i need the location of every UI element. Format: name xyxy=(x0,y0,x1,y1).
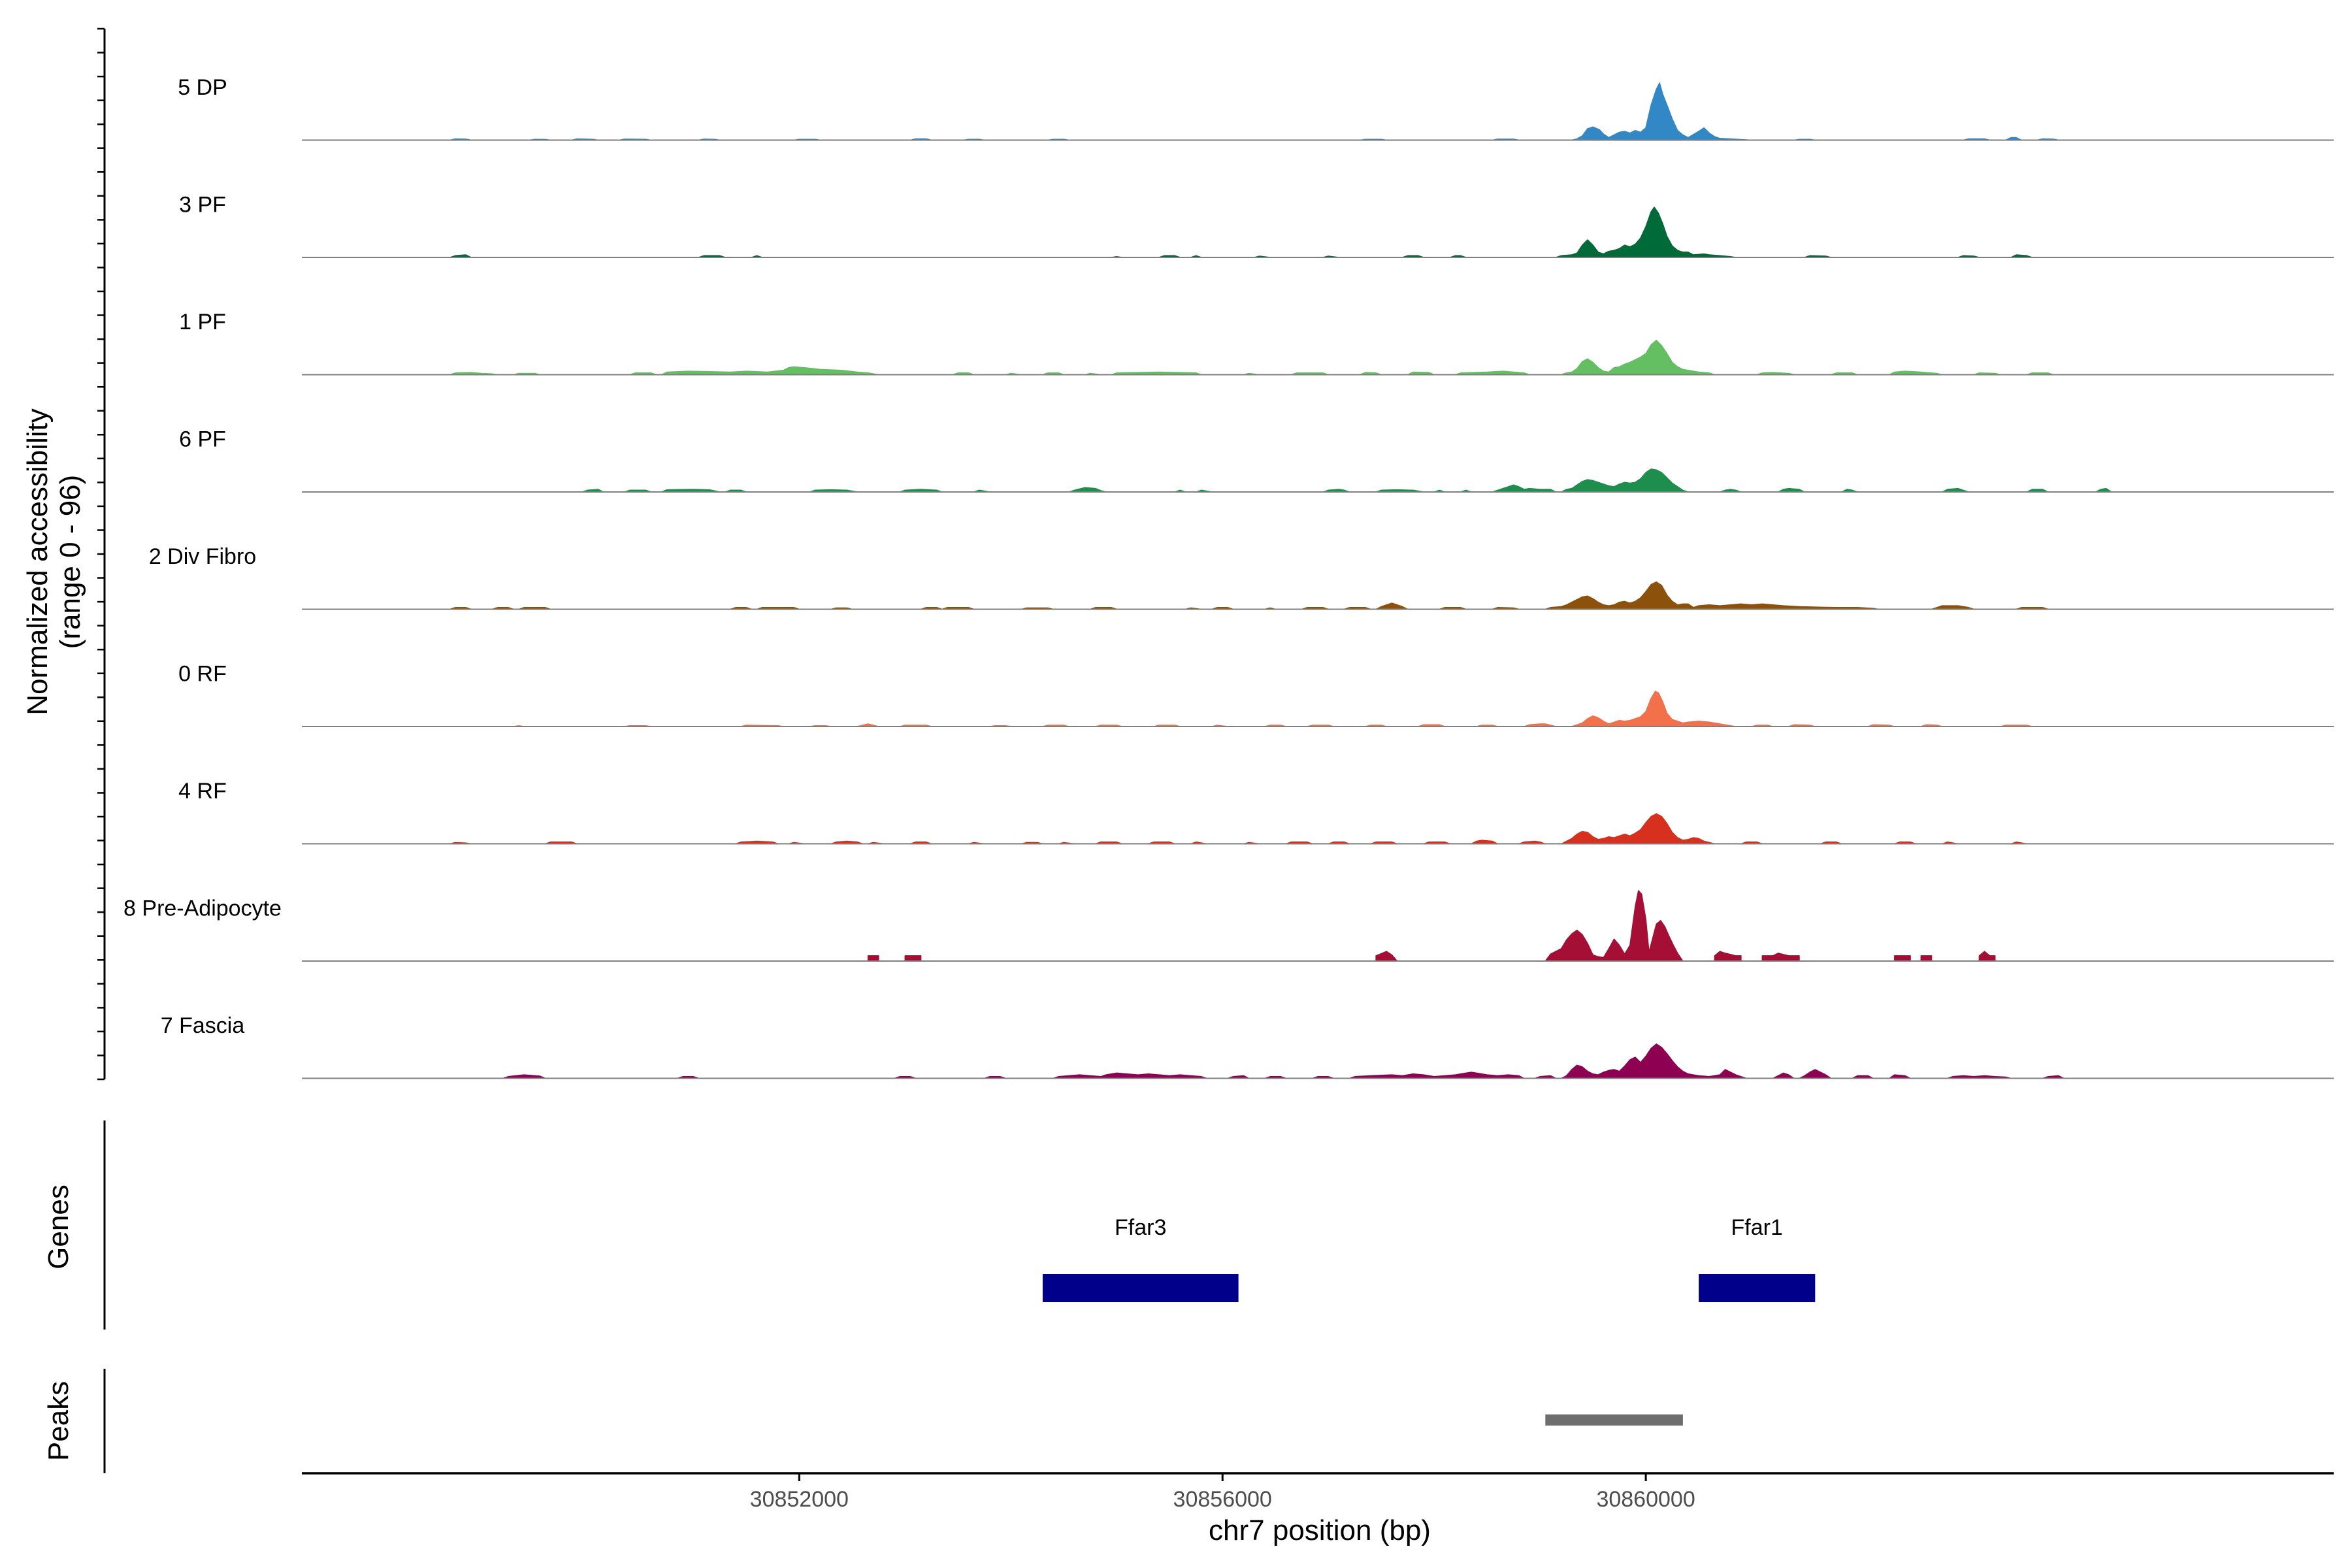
y-axis-title: Normalized accessibility xyxy=(22,408,54,715)
track-7-fascia: 7 Fascia xyxy=(161,1013,2334,1079)
track-6-pf: 6 PF xyxy=(179,427,2334,493)
track-label-5-dp: 5 DP xyxy=(178,75,227,100)
coverage-area-4-rf xyxy=(449,813,2028,845)
peaks-track: Peaks xyxy=(42,1369,1683,1473)
x-tick-label: 30856000 xyxy=(1173,1487,1272,1512)
coverage-area-8-pre-adipocyte xyxy=(867,890,1996,962)
left-axis-ticks xyxy=(97,27,106,1081)
track-label-7-fascia: 7 Fascia xyxy=(161,1013,245,1038)
track-label-3-pf: 3 PF xyxy=(179,193,226,218)
track-5-dp: 5 DP xyxy=(178,75,2334,141)
track-2-div-fibro: 2 Div Fibro xyxy=(149,544,2334,610)
track-3-pf: 3 PF xyxy=(179,193,2334,258)
track-label-8-pre-adipocyte: 8 Pre-Adipocyte xyxy=(123,896,282,921)
coverage-area-7-fascia xyxy=(502,1043,2065,1079)
peaks-track-title: Peaks xyxy=(42,1381,74,1461)
track-4-rf: 4 RF xyxy=(178,779,2334,845)
track-label-2-div-fibro: 2 Div Fibro xyxy=(149,544,256,569)
coverage-tracks: 5 DP 3 PF 1 PF 6 PF 2 Div Fibro 0 RF 4 RF 8 Pre… xyxy=(123,75,2334,1079)
track-0-rf: 0 RF xyxy=(178,662,2334,727)
x-axis: chr7 position (bp) 30852000 30856000 30860… xyxy=(302,1472,2334,1546)
coverage-area-3-pf xyxy=(449,206,2033,258)
y-axis-range: (range 0 - 96) xyxy=(54,475,86,649)
gene-bar-ffar1 xyxy=(1699,1274,1816,1302)
genes-track-title: Genes xyxy=(42,1184,74,1269)
track-label-6-pf: 6 PF xyxy=(179,427,226,452)
x-tick-label: 30852000 xyxy=(750,1487,849,1512)
gene-bar-ffar3 xyxy=(1042,1274,1239,1302)
gene-label-ffar3: Ffar3 xyxy=(1115,1215,1166,1240)
y-axis-label: Normalized accessibility (range 0 - 96) xyxy=(22,408,86,715)
x-axis-title: chr7 position (bp) xyxy=(1209,1514,1431,1546)
x-tick-label: 30860000 xyxy=(1596,1487,1695,1512)
track-label-4-rf: 4 RF xyxy=(178,779,227,804)
genes-track: Genes Ffar3 Ffar1 xyxy=(42,1120,1816,1330)
track-label-0-rf: 0 RF xyxy=(178,662,227,687)
coverage-area-6-pf xyxy=(581,468,2112,493)
track-1-pf: 1 PF xyxy=(179,310,2334,376)
coverage-area-2-div-fibro xyxy=(449,581,2049,610)
gene-label-ffar1: Ffar1 xyxy=(1731,1215,1783,1240)
coverage-area-0-rf xyxy=(513,691,2033,727)
coverage-area-1-pf xyxy=(449,340,2054,376)
peak-bar-1 xyxy=(1545,1414,1683,1426)
track-label-1-pf: 1 PF xyxy=(179,310,226,335)
coverage-area-5-dp xyxy=(449,82,2059,141)
track-8-pre-adipocyte: 8 Pre-Adipocyte xyxy=(123,890,2334,962)
